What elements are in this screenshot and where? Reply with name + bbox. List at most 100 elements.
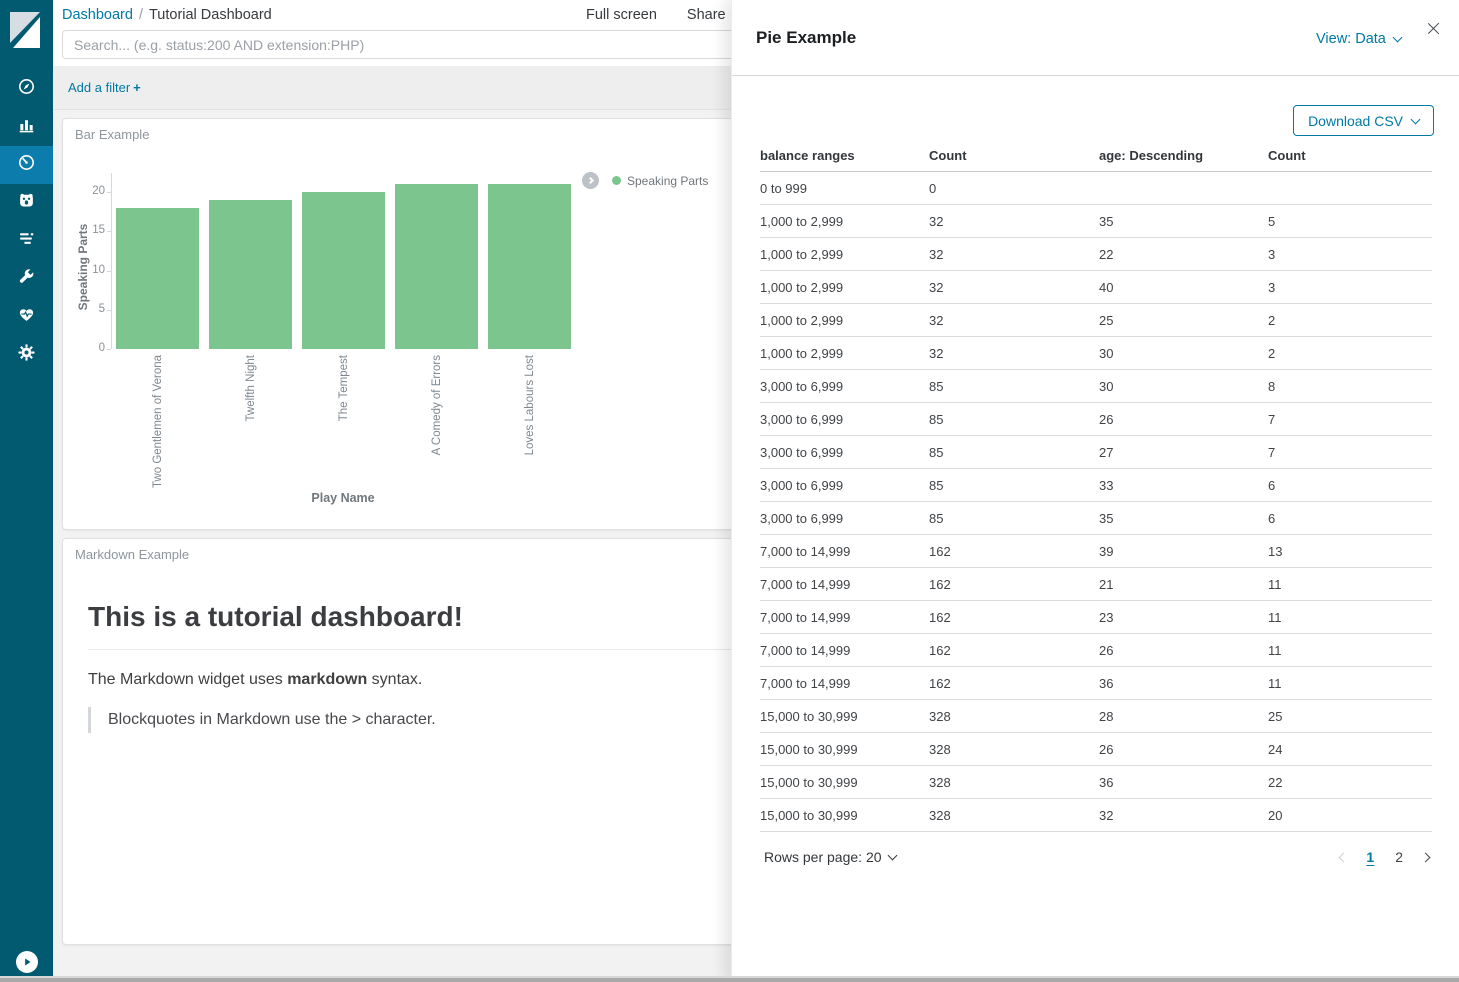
table-cell: 3,000 to 6,999 <box>760 370 929 403</box>
share-button[interactable]: Share <box>687 7 726 23</box>
table-cell: 3,000 to 6,999 <box>760 436 929 469</box>
table-cell: 11 <box>1268 601 1432 634</box>
full-screen-button[interactable]: Full screen <box>586 7 657 23</box>
table-cell: 22 <box>1268 766 1432 799</box>
table-cell: 26 <box>1099 403 1268 436</box>
table-row: 7,000 to 14,9991622311 <box>760 601 1432 634</box>
rows-per-page-selector[interactable]: Rows per page: 20 <box>764 849 896 865</box>
table-cell: 3,000 to 6,999 <box>760 403 929 436</box>
gear-icon <box>18 344 35 366</box>
table-cell: 3 <box>1268 271 1432 304</box>
close-icon[interactable] <box>1426 21 1441 36</box>
table-row: 7,000 to 14,9991623611 <box>760 667 1432 700</box>
flyout-title: Pie Example <box>756 28 856 48</box>
table-cell: 7 <box>1268 403 1432 436</box>
bar-4[interactable] <box>488 184 571 349</box>
table-cell: 1,000 to 2,999 <box>760 238 929 271</box>
table-cell: 1,000 to 2,999 <box>760 304 929 337</box>
table-cell: 15,000 to 30,999 <box>760 766 929 799</box>
table-row: 3,000 to 6,99985267 <box>760 403 1432 436</box>
table-row: 15,000 to 30,9993283622 <box>760 766 1432 799</box>
next-page-button[interactable] <box>1420 852 1431 863</box>
table-cell: 2 <box>1268 304 1432 337</box>
table-cell: 33 <box>1099 469 1268 502</box>
table-cell: 13 <box>1268 535 1432 568</box>
markdown-example-panel: Markdown Example This is a tutorial dash… <box>62 538 755 945</box>
table-row: 3,000 to 6,99985356 <box>760 502 1432 535</box>
table-cell: 36 <box>1099 667 1268 700</box>
table-cell <box>1099 172 1268 205</box>
markdown-divider <box>88 649 731 650</box>
horizontal-scrollbar[interactable] <box>0 976 1459 982</box>
legend-toggle-button[interactable] <box>582 172 599 189</box>
sidebar-item-management[interactable] <box>0 336 53 374</box>
previous-page-button[interactable] <box>1338 852 1349 863</box>
x-tick-label: Twelfth Night <box>245 355 257 421</box>
table-cell: 15,000 to 30,999 <box>760 700 929 733</box>
table-cell: 25 <box>1268 700 1432 733</box>
kibana-logo[interactable] <box>0 0 53 53</box>
table-cell: 7 <box>1268 436 1432 469</box>
page-buttons: 12 <box>1362 847 1407 867</box>
table-cell: 1,000 to 2,999 <box>760 337 929 370</box>
table-cell: 1,000 to 2,999 <box>760 205 929 238</box>
table-cell: 328 <box>929 700 1099 733</box>
sidebar-item-timelion[interactable] <box>0 222 53 260</box>
table-cell: 36 <box>1099 766 1268 799</box>
table-row: 15,000 to 30,9993283220 <box>760 799 1432 832</box>
gauge-icon <box>18 154 35 176</box>
table-cell: 3,000 to 6,999 <box>760 469 929 502</box>
bar-example-panel: Bar Example Speaking Parts 05101520Two G… <box>62 118 755 530</box>
table-cell: 15,000 to 30,999 <box>760 799 929 832</box>
markdown-paragraph: The Markdown widget uses markdown syntax… <box>88 671 422 689</box>
table-cell: 25 <box>1099 304 1268 337</box>
page-button-1[interactable]: 1 <box>1362 847 1378 867</box>
sidebar-item-dashboard[interactable] <box>0 146 53 184</box>
table-cell: 162 <box>929 667 1099 700</box>
x-tick-label: The Tempest <box>338 355 350 421</box>
bar-3[interactable] <box>395 184 478 349</box>
table-cell: 3,000 to 6,999 <box>760 502 929 535</box>
page-button-2[interactable]: 2 <box>1391 847 1407 867</box>
view-data-selector[interactable]: View: Data <box>1316 31 1401 47</box>
bar-0[interactable] <box>116 208 199 349</box>
legend-label[interactable]: Speaking Parts <box>627 174 708 188</box>
table-cell: 32 <box>929 304 1099 337</box>
table-row: 3,000 to 6,99985277 <box>760 436 1432 469</box>
table-row: 15,000 to 30,9993282624 <box>760 733 1432 766</box>
x-axis-title: Play Name <box>311 491 374 505</box>
sidebar-item-monitoring[interactable] <box>0 298 53 336</box>
table-cell: 20 <box>1268 799 1432 832</box>
sidebar-item-machine-learning[interactable] <box>0 184 53 222</box>
chart-legend: Speaking Parts <box>582 172 708 189</box>
sidebar-item-dev-tools[interactable] <box>0 260 53 298</box>
y-axis-line <box>111 173 112 349</box>
add-filter-button[interactable]: Add a filter+ <box>68 80 141 95</box>
y-tick-label: 0 <box>79 342 105 354</box>
table-row: 7,000 to 14,9991623913 <box>760 535 1432 568</box>
table-cell: 85 <box>929 436 1099 469</box>
x-tick-label: A Comedy of Errors <box>431 355 443 455</box>
table-cell: 5 <box>1268 205 1432 238</box>
table-cell: 6 <box>1268 502 1432 535</box>
plus-icon: + <box>133 80 141 95</box>
breadcrumb-dashboard-link[interactable]: Dashboard <box>62 7 133 23</box>
table-cell: 6 <box>1268 469 1432 502</box>
table-cell: 32 <box>929 337 1099 370</box>
table-cell: 30 <box>1099 337 1268 370</box>
bar-2[interactable] <box>302 192 385 349</box>
data-table: balance rangesCountage: DescendingCount … <box>760 148 1432 832</box>
table-cell: 162 <box>929 568 1099 601</box>
sidebar-item-visualize[interactable] <box>0 108 53 146</box>
nav-collapse-button[interactable] <box>0 951 53 973</box>
sidebar-item-discover[interactable] <box>0 70 53 108</box>
bar-1[interactable] <box>209 200 292 349</box>
y-tick-mark <box>107 310 111 311</box>
download-csv-button[interactable]: Download CSV <box>1293 105 1434 136</box>
table-cell: 22 <box>1099 238 1268 271</box>
table-row: 1,000 to 2,99932355 <box>760 205 1432 238</box>
flyout-header: Pie Example View: Data <box>732 0 1459 76</box>
table-cell: 7,000 to 14,999 <box>760 634 929 667</box>
breadcrumb-separator: / <box>139 7 143 23</box>
table-cell: 162 <box>929 634 1099 667</box>
